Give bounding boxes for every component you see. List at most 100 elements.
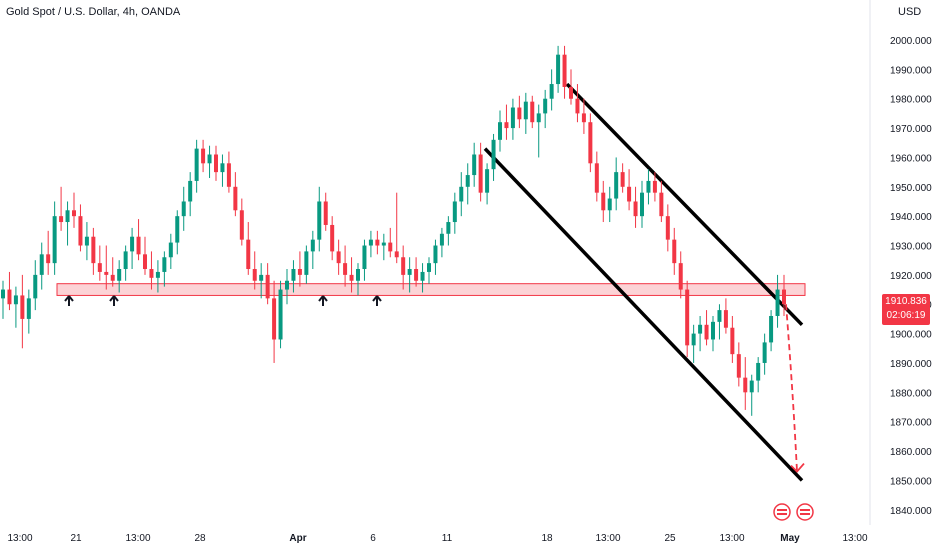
candle-body [278,289,283,340]
y-tick-label: 1840.000 [890,506,932,517]
y-tick-label: 1950.000 [890,183,932,194]
candle-body [291,269,296,281]
candle-body [78,216,83,246]
flag-stripe [777,513,787,515]
candle-body [207,154,212,164]
candle-body [201,148,206,164]
bar-countdown: 02:06:19 [886,310,926,321]
x-tick-label: 11 [442,533,453,544]
candle-body [20,295,25,319]
candle-body [659,192,664,217]
candle-body [97,263,102,272]
candle-body [46,254,51,264]
candle-body [123,251,128,270]
channel-lines [483,82,804,482]
candle-body [155,271,160,278]
candle-body [781,289,787,305]
support-zone-rect [56,283,806,296]
candle-body [710,321,716,340]
candle-body [175,216,180,243]
forecast-arrow [785,304,805,473]
candle-body [736,354,741,378]
candle-body [691,333,696,346]
candle-body [343,263,348,275]
candle-body [259,274,264,281]
candle-body [446,222,451,234]
candle-body [149,269,154,278]
candle-body [142,254,148,270]
candle-body [497,122,503,140]
y-tick-label: 1860.000 [890,447,932,458]
forecast-path [785,304,798,472]
candle-body [13,295,18,305]
x-tick-label: 6 [370,533,376,544]
currency-label[interactable]: USD [896,6,924,18]
x-tick-label: 13:00 [125,533,150,544]
candle-body [388,242,393,252]
candle-body [485,169,490,193]
candle-body [672,239,677,264]
flag-stripe [800,509,810,511]
bounce-up-arrow-icon [318,295,328,306]
x-axis: 13:00 21 13:00 28 Apr 6 11 18 13:00 25 13:00 May 13:… [7,533,867,544]
candle-body [517,107,522,120]
candle-body [652,180,657,193]
chart-title: Gold Spot / U.S. Dollar, 4h, OANDA [6,6,181,18]
candle-body [530,101,535,123]
y-tick-label: 1930.000 [890,242,932,253]
candle-body [233,186,238,211]
candle-body [272,298,277,340]
candle-body [91,236,96,264]
candle-body [607,198,612,211]
candle-body [7,289,12,305]
candle-body [26,298,31,319]
candle-body [110,274,115,281]
candle-body [769,315,774,343]
y-tick-label: 1990.000 [890,65,932,76]
y-tick-label: 1850.000 [890,476,932,487]
candle-body [452,201,457,223]
candle-body [723,310,728,328]
flag-stripe [800,513,810,515]
candle-body [323,201,328,225]
candle-body [220,163,225,173]
candle-body [252,269,257,281]
candle-body [401,257,406,275]
candle-body [168,242,173,258]
candle-body [601,192,606,211]
candle-body [33,274,38,299]
candle-body [375,239,380,246]
candle-body [59,216,64,223]
candle-body [762,342,767,363]
candle-body [162,257,167,272]
candle-body [543,98,548,114]
candle-body [775,289,780,316]
x-tick-label: 13:00 [719,533,744,544]
candle-body [297,269,302,275]
candle-body [71,210,77,217]
candle-body [130,236,135,252]
candle-body [239,210,244,240]
current-price-tag: 1910.836 02:06:19 [882,294,930,325]
candle-body [52,216,57,264]
candle-body [136,236,141,255]
x-tick-label: 21 [70,533,82,544]
x-tick-label: 28 [194,533,206,544]
candle-body [743,377,748,393]
candle-body [355,269,361,281]
candle-body [336,251,341,264]
y-tick-label: 1980.000 [890,95,932,106]
x-tick-label: 13:00 [7,533,32,544]
candle-body [730,327,735,355]
x-tick-label: 13:00 [842,533,867,544]
candle-body [317,201,322,240]
candle-body [265,274,270,299]
candle-body [117,269,122,281]
candle-body [381,242,386,246]
y-axis: 2000.000 1990.000 1980.000 1970.000 1960.000… [869,0,932,525]
candle-body [472,154,477,176]
candle-body [491,139,496,170]
candle-body [407,269,412,275]
y-tick-label: 1970.000 [890,124,932,135]
